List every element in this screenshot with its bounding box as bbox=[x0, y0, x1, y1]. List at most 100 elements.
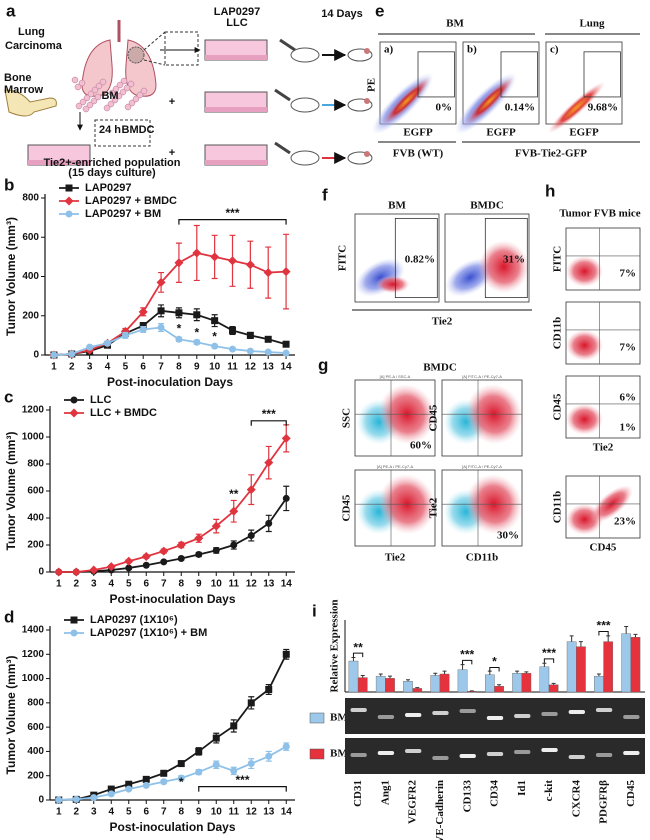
label: CD45 bbox=[625, 780, 637, 807]
label: 600 bbox=[27, 722, 44, 733]
marker bbox=[104, 339, 111, 347]
marker bbox=[156, 277, 166, 287]
bar bbox=[576, 646, 586, 693]
marker bbox=[230, 541, 238, 549]
label: 8 bbox=[176, 362, 182, 373]
label: 4 bbox=[108, 807, 114, 818]
label: 200 bbox=[27, 770, 44, 781]
marker bbox=[86, 343, 94, 351]
label: CD31 bbox=[352, 780, 364, 807]
label: 400 bbox=[22, 271, 39, 282]
line bbox=[58, 653, 288, 801]
gate bbox=[583, 51, 621, 98]
label: FVB (WT) bbox=[393, 148, 444, 160]
label: EGFP bbox=[486, 127, 516, 139]
label: 0 bbox=[33, 350, 39, 361]
label: 31% bbox=[503, 254, 525, 266]
marker bbox=[229, 326, 236, 334]
gel-band bbox=[459, 754, 476, 758]
error-bar bbox=[497, 684, 502, 687]
marker bbox=[65, 184, 73, 192]
text: LAP0297 bbox=[214, 6, 260, 18]
label: 0 bbox=[38, 795, 44, 806]
label: 0.82% bbox=[405, 254, 435, 266]
label: f bbox=[322, 185, 328, 204]
label: 800 bbox=[27, 697, 44, 708]
cloud bbox=[376, 275, 410, 294]
label: 0 bbox=[38, 567, 44, 578]
bracket bbox=[250, 420, 287, 426]
label: 12 bbox=[246, 807, 258, 818]
gel-band bbox=[541, 712, 558, 716]
label: Post-inoculation Days bbox=[107, 375, 233, 389]
cloud bbox=[566, 329, 603, 361]
marker bbox=[211, 342, 219, 350]
marker bbox=[69, 408, 79, 418]
cell bbox=[87, 90, 95, 98]
label: *** bbox=[235, 773, 249, 787]
marker bbox=[70, 616, 78, 624]
marker bbox=[194, 533, 204, 543]
label: Post-inoculation Days bbox=[109, 592, 235, 606]
label: b) bbox=[467, 44, 477, 56]
error-bar bbox=[388, 675, 392, 679]
box bbox=[94, 119, 151, 147]
gel-band bbox=[350, 708, 367, 712]
marker bbox=[212, 734, 220, 742]
tumor bbox=[364, 48, 370, 54]
label: g bbox=[318, 355, 328, 374]
text: Marrow bbox=[4, 84, 44, 96]
text: (15 days culture) bbox=[68, 167, 156, 179]
cloud bbox=[547, 81, 605, 134]
label: Tie2 bbox=[385, 552, 406, 564]
label: 200 bbox=[22, 310, 39, 321]
gel-band bbox=[432, 756, 449, 760]
text: LLC bbox=[226, 17, 247, 29]
label: 5 bbox=[126, 807, 132, 818]
marker bbox=[68, 350, 76, 358]
bar bbox=[512, 673, 522, 693]
label: 400 bbox=[27, 746, 44, 757]
label: 1 bbox=[56, 807, 62, 818]
marker bbox=[211, 317, 219, 325]
label: 13 bbox=[263, 362, 275, 373]
label: FITC bbox=[552, 246, 564, 272]
label: 3 bbox=[91, 807, 97, 818]
label: PDGFRβ bbox=[598, 780, 610, 824]
marker bbox=[142, 775, 150, 783]
gel-band bbox=[568, 710, 585, 714]
cell bbox=[71, 76, 79, 84]
label: 4 bbox=[105, 362, 111, 373]
tumor bbox=[127, 46, 145, 64]
text: Lung bbox=[18, 26, 45, 38]
label: 7 bbox=[161, 807, 167, 818]
label: 5 bbox=[123, 362, 129, 373]
bracket bbox=[198, 786, 287, 792]
cloud bbox=[566, 255, 603, 287]
label: c-kit bbox=[543, 780, 555, 802]
cell bbox=[74, 83, 82, 91]
gel-band bbox=[432, 711, 449, 715]
marker bbox=[89, 565, 99, 575]
text: Tie2+-enriched population bbox=[43, 157, 180, 169]
error-bar bbox=[460, 664, 465, 670]
tumor bbox=[364, 151, 370, 157]
label: *** bbox=[597, 619, 611, 633]
error-bar bbox=[606, 635, 611, 642]
marker bbox=[176, 540, 186, 550]
marker bbox=[282, 650, 290, 658]
cell bbox=[111, 96, 119, 104]
text: BM bbox=[101, 90, 118, 102]
label: Tumor FVB mice bbox=[559, 208, 640, 220]
label: 1 bbox=[51, 362, 57, 373]
marker bbox=[124, 556, 134, 566]
cell bbox=[94, 93, 102, 101]
label: *** bbox=[225, 206, 239, 220]
bar bbox=[621, 633, 632, 693]
label: 800 bbox=[27, 459, 44, 470]
marker bbox=[263, 268, 273, 278]
marker bbox=[247, 760, 255, 768]
marker bbox=[210, 252, 220, 262]
label: LAP0297 + BM bbox=[85, 208, 161, 220]
cell bbox=[75, 102, 83, 110]
